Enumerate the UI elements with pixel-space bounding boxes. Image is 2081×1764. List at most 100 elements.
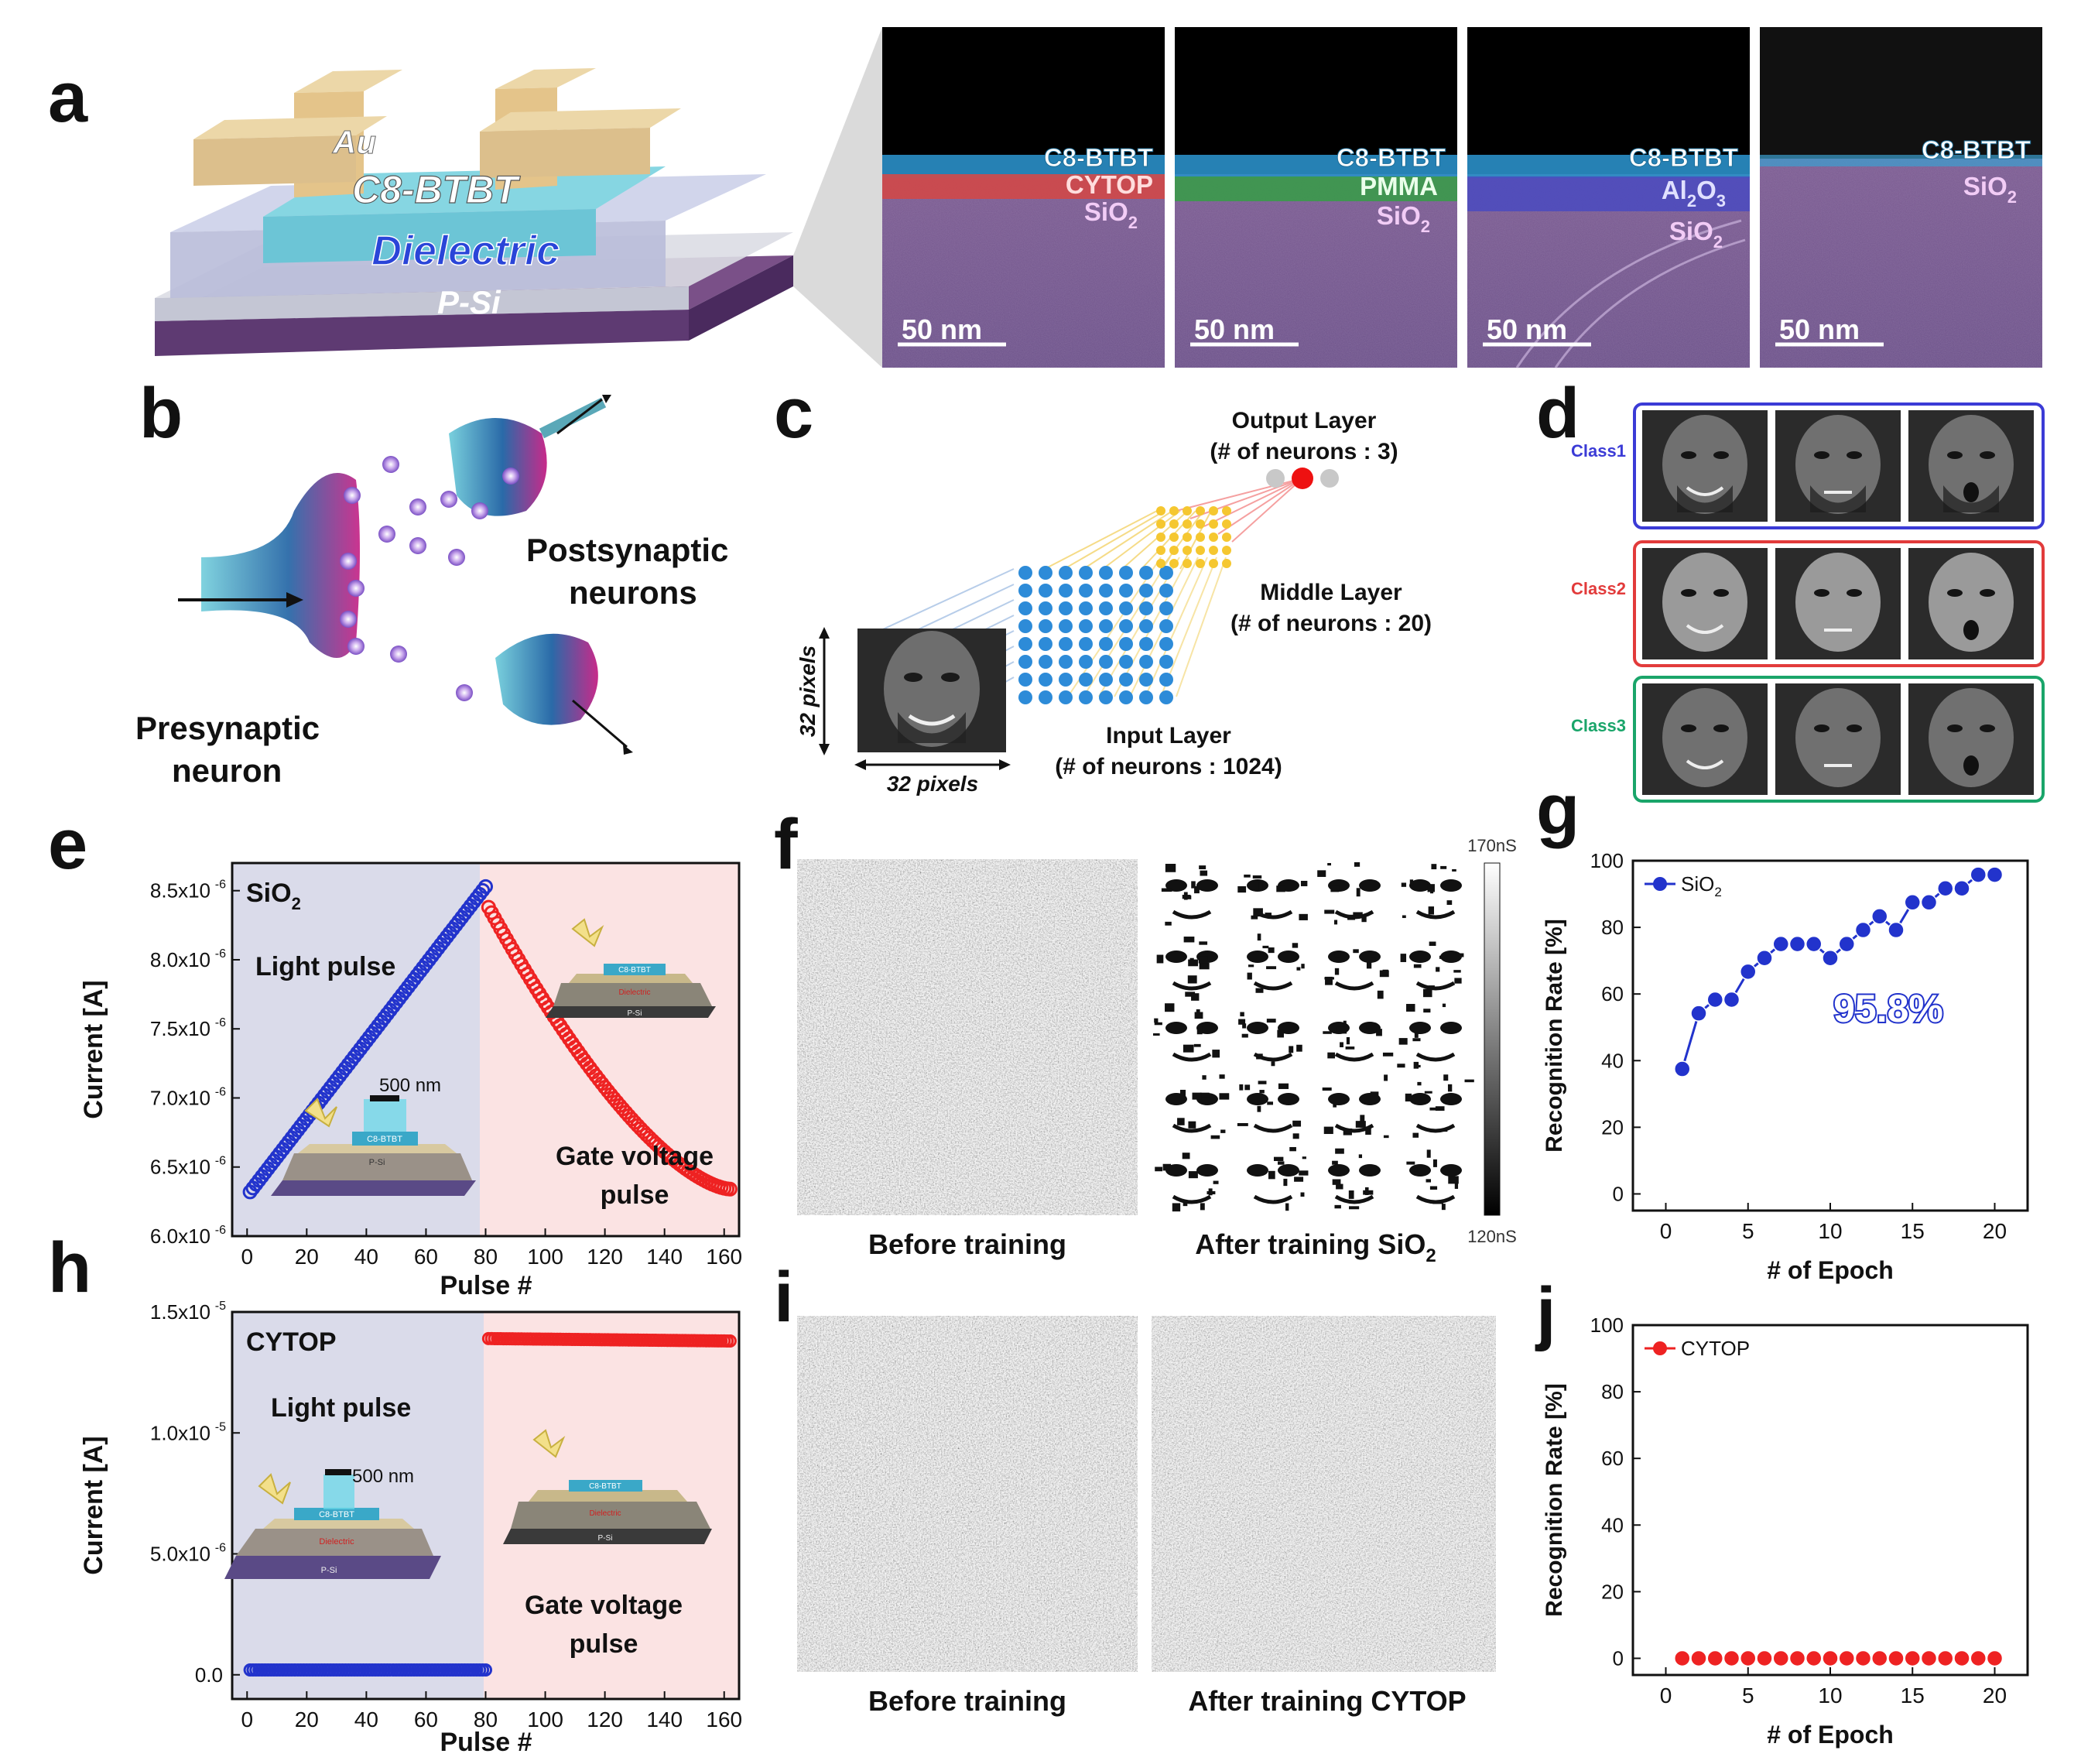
face-image — [1775, 683, 1901, 795]
svg-text:C8-BTBT: C8-BTBT — [319, 1510, 354, 1519]
input-node — [1018, 566, 1032, 580]
input-node — [1159, 655, 1173, 669]
input-node — [1018, 619, 1032, 633]
y-tick-exponent: -5 — [215, 1420, 226, 1433]
y-tick-label: 60 — [1601, 982, 1624, 1005]
axes: 0 5 10 15 20 0 20 40 60 80 100 — [1590, 1314, 2007, 1707]
input-node — [1119, 673, 1133, 687]
input-node — [1099, 637, 1113, 651]
x-tick-label: 120 — [587, 1245, 623, 1269]
data-point — [1904, 894, 1921, 911]
y-tick-exponent: -5 — [215, 1300, 226, 1313]
input-node — [1119, 655, 1133, 669]
sem1-mid-label: CYTOP — [1066, 170, 1153, 199]
axes: 0 5 10 15 20 0 20 40 60 80 100 — [1590, 849, 2007, 1243]
class1-label: Class1 — [1571, 441, 1626, 461]
x-tick-label: 120 — [587, 1707, 623, 1731]
gate-pulse-label-line2: pulse — [570, 1629, 638, 1659]
input-node — [1079, 655, 1093, 669]
legend-marker — [1653, 877, 1667, 891]
input-node — [1139, 673, 1153, 687]
y-tick-exponent: -6 — [215, 1155, 226, 1168]
sem-image-sio2: C8-BTBT SiO2 50 nm — [1760, 27, 2042, 368]
output-layer-title: Output Layer — [1232, 408, 1377, 433]
input-node — [1059, 584, 1073, 598]
y-tick-label: 20 — [1601, 1580, 1624, 1603]
data-points — [243, 1331, 737, 1677]
face-image — [1642, 410, 1768, 522]
input-node — [1059, 655, 1073, 669]
middle-node — [1156, 559, 1165, 568]
connection-line — [1098, 557, 1180, 697]
input-node — [1018, 690, 1032, 704]
y-tick-label: 8.0x10 — [150, 948, 210, 971]
data-point — [1756, 949, 1773, 967]
data-point — [1772, 1649, 1789, 1667]
sem-image-al2o3: C8-BTBT Al2O3 SiO2 50 nm — [1467, 27, 1750, 368]
input-node — [1059, 690, 1073, 704]
x-axis-label: # of Epoch — [1767, 1721, 1894, 1749]
input-node — [1018, 637, 1032, 651]
weight-tile — [1400, 941, 1464, 998]
middle-node — [1169, 519, 1179, 529]
before-training-cytop-label: Before training — [868, 1685, 1066, 1717]
input-node — [1079, 566, 1093, 580]
svg-text:C8-BTBT: C8-BTBT — [618, 966, 651, 974]
weight-tile — [1406, 1149, 1462, 1211]
connection-line — [1160, 510, 1204, 570]
input-node — [1059, 637, 1073, 651]
middle-node — [1156, 546, 1165, 555]
sem3-top-label: C8-BTBT — [1629, 143, 1738, 172]
data-point — [1723, 991, 1740, 1009]
weight-tile — [1328, 1148, 1381, 1210]
input-node — [1018, 673, 1032, 687]
conductance-map-before-cytop — [797, 1316, 1138, 1672]
x-tick-label: 80 — [474, 1707, 498, 1731]
data-point — [1822, 949, 1839, 967]
svg-text:C8-BTBT: C8-BTBT — [367, 1135, 402, 1144]
y-tick-exponent: -6 — [215, 1224, 226, 1237]
x-tick-label: 0 — [241, 1707, 253, 1731]
middle-node — [1209, 559, 1218, 568]
connection-line — [1203, 478, 1303, 527]
panel-label-d: d — [1536, 374, 1580, 453]
y-tick-exponent: -6 — [215, 947, 226, 961]
data-point — [1920, 1649, 1938, 1667]
face-image — [1642, 683, 1768, 795]
data-point — [1788, 1649, 1806, 1667]
input-node — [1099, 690, 1113, 704]
conductance-map-after-sio2 — [1152, 859, 1477, 1215]
x-tick-label: 140 — [646, 1245, 683, 1269]
y-tick-label: 60 — [1601, 1447, 1624, 1470]
middle-node — [1222, 559, 1231, 568]
connection-line — [1044, 510, 1158, 570]
input-node — [1139, 690, 1153, 704]
x-tick-label: 40 — [354, 1707, 378, 1731]
x-tick-label: 160 — [706, 1707, 742, 1731]
legend-label: SiO2 — [1681, 872, 1722, 899]
svg-text:Dielectric: Dielectric — [319, 1537, 354, 1546]
y-tick-label: 1.5x10 — [150, 1300, 210, 1324]
data-point — [1838, 1649, 1855, 1667]
connection-line — [1176, 557, 1227, 697]
input-node — [1079, 584, 1093, 598]
input-face-image — [857, 629, 1006, 752]
input-node — [1139, 619, 1153, 633]
sem2-top-label: C8-BTBT — [1337, 143, 1446, 172]
weight-tile — [1397, 1003, 1462, 1069]
class2-label: Class2 — [1571, 579, 1626, 598]
after-training-cytop-label: After training CYTOP — [1188, 1685, 1466, 1717]
connection-line — [1217, 478, 1303, 535]
input-node — [1159, 637, 1173, 651]
weight-tile — [1247, 1146, 1309, 1211]
series-line — [1681, 873, 1995, 1070]
wavelength-label: 500 nm — [352, 1466, 414, 1487]
middle-node — [1183, 546, 1192, 555]
middle-node — [1209, 506, 1218, 515]
sem3-bottom-label: SiO2 — [1669, 217, 1723, 252]
wavelength-label: 500 nm — [379, 1075, 441, 1096]
input-node — [1099, 619, 1113, 633]
x-tick-label: 5 — [1742, 1684, 1754, 1707]
data-point — [1871, 908, 1888, 925]
